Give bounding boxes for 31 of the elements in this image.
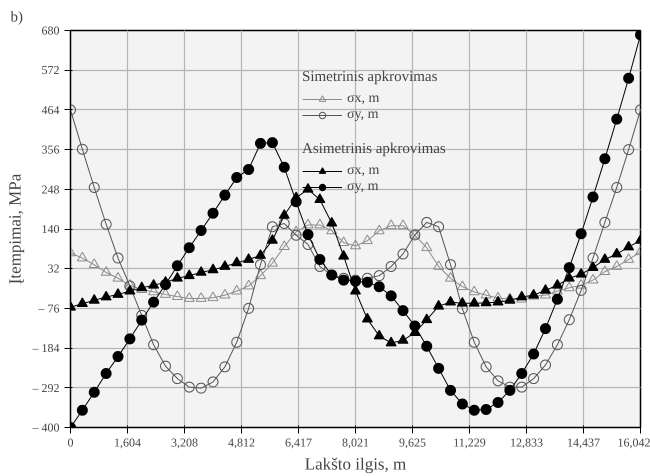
y-tick-label: – 400 — [32, 420, 60, 434]
x-tick-label: 1,604 — [114, 436, 141, 450]
x-tick-label: 0 — [68, 436, 74, 450]
legend-label: σx, m — [347, 163, 380, 179]
x-tick-label: 16,042 — [618, 436, 650, 450]
y-tick-label: 356 — [42, 142, 60, 157]
x-tick-label: 8,021 — [342, 436, 369, 450]
y-tick-label: – 292 — [32, 380, 60, 395]
y-tick-label: 32 — [48, 262, 60, 276]
y-axis-title: Įtempimai, MPa — [6, 173, 24, 284]
y-tick-label: 572 — [42, 63, 60, 78]
y-tick-label: – 76 — [38, 301, 60, 316]
legend-label: σy, m — [347, 107, 379, 123]
text: b) — [10, 10, 23, 26]
y-tick-label: 248 — [42, 182, 60, 196]
legend-label: σy, m — [347, 179, 379, 195]
y-tick-label: 140 — [42, 222, 60, 236]
x-tick-label: 11,229 — [453, 436, 486, 450]
x-tick-label: 9,625 — [398, 436, 426, 450]
x-tick-label: 6,417 — [285, 436, 312, 450]
x-tick-label: 4,812 — [228, 436, 255, 450]
y-tick-label: 680 — [42, 24, 60, 38]
x-tick-label: 14,437 — [566, 436, 600, 450]
x-tick-label: 3,208 — [170, 436, 198, 450]
x-axis-title: Lakšto ilgis, m — [304, 454, 406, 474]
annotation: Asimetrinis apkrovimas — [302, 141, 446, 158]
annotation: Simetrinis apkrovimas — [302, 69, 438, 86]
y-tick-label: 464 — [42, 102, 60, 117]
x-tick-label: 12,833 — [510, 436, 543, 450]
y-tick-label: – 184 — [32, 341, 60, 356]
legend-label: σx, m — [347, 91, 380, 107]
